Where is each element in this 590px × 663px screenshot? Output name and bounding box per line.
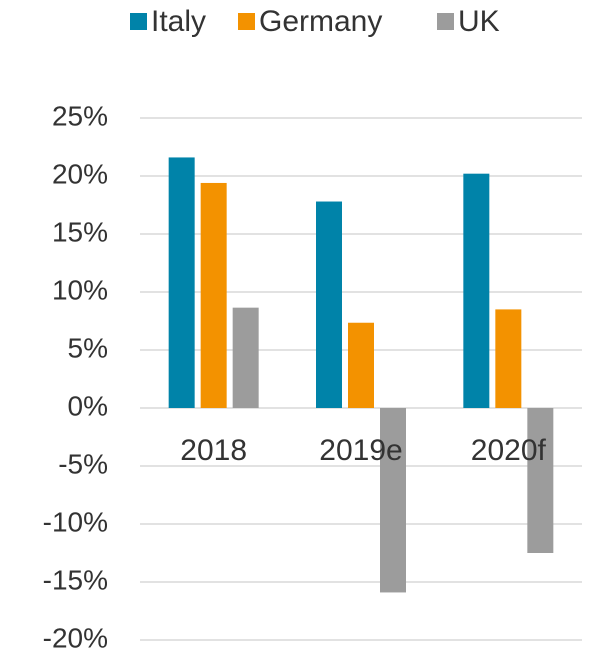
x-tick-label: 2018	[180, 434, 247, 467]
legend-swatch	[238, 13, 255, 30]
y-tick-label: 20%	[52, 158, 108, 189]
y-tick-label: 15%	[52, 216, 108, 247]
y-tick-label: 25%	[52, 100, 108, 131]
legend-label: Italy	[151, 5, 206, 38]
y-tick-label: -5%	[58, 448, 108, 479]
legend-swatch	[437, 13, 454, 30]
bar	[200, 182, 227, 408]
bar	[463, 173, 490, 408]
y-tick-label: -15%	[43, 564, 108, 595]
bar	[527, 408, 554, 553]
bar	[380, 408, 406, 593]
x-tick-label: 2019e	[319, 434, 402, 467]
y-tick-label: -10%	[43, 506, 108, 537]
bar	[232, 307, 259, 408]
x-tick-label: 2020f	[471, 434, 547, 467]
legend-label: UK	[458, 5, 500, 38]
bar	[348, 322, 374, 408]
y-tick-label: 0%	[68, 390, 108, 421]
bar	[168, 157, 195, 408]
y-tick-label: 5%	[68, 332, 108, 363]
legend-label: Germany	[259, 5, 382, 38]
y-tick-label: -20%	[43, 622, 108, 653]
bar	[495, 309, 522, 408]
y-tick-label: 10%	[52, 274, 108, 305]
bar	[316, 201, 342, 408]
legend-swatch	[130, 13, 147, 30]
